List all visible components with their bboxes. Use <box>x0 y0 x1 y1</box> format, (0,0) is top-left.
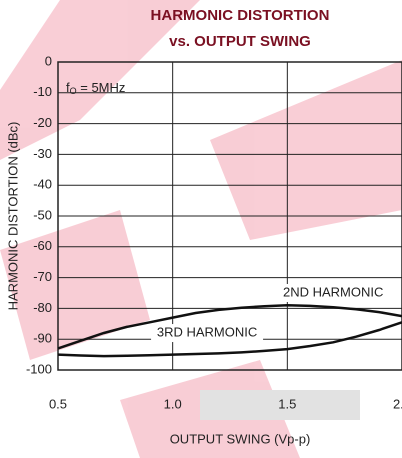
annotation-part: O <box>70 86 77 96</box>
annotation: fO = 5MHz <box>66 80 125 96</box>
series-line <box>57 304 402 350</box>
x-tick-label: 2.0 <box>393 396 402 411</box>
annotation: 3RD HARMONIC <box>157 324 257 339</box>
y-tick-label: -50 <box>33 207 52 222</box>
plot-frame <box>57 61 402 371</box>
chart-title: HARMONIC DISTORTION <box>151 7 330 24</box>
y-tick-label: -100 <box>26 361 52 376</box>
x-axis-title: OUTPUT SWING (Vp-p) <box>170 431 311 446</box>
annotation-part: f <box>66 80 70 95</box>
annotation: 2ND HARMONIC <box>283 284 383 299</box>
x-tick-label: 1.0 <box>164 396 182 411</box>
y-tick-label: -90 <box>33 331 52 346</box>
y-axis-title: HARMONIC DISTORTION (dBc) <box>5 122 20 311</box>
annotation-part: = 5MHz <box>77 80 126 95</box>
annotation-bg <box>277 284 390 302</box>
series-line <box>57 321 402 358</box>
x-tick-label: 0.5 <box>49 396 67 411</box>
x-tick-label: 1.5 <box>278 396 296 411</box>
y-tick-label: -40 <box>33 177 52 192</box>
annotation-bg <box>151 324 264 343</box>
y-tick-label: -80 <box>33 300 52 315</box>
y-tick-label: -70 <box>33 269 52 284</box>
y-tick-label: -60 <box>33 238 52 253</box>
chart-subtitle: vs. OUTPUT SWING <box>169 33 311 50</box>
y-tick-label: -20 <box>33 115 52 130</box>
y-tick-label: -10 <box>33 84 52 99</box>
y-tick-label: 0 <box>45 53 52 68</box>
y-tick-label: -30 <box>33 146 52 161</box>
